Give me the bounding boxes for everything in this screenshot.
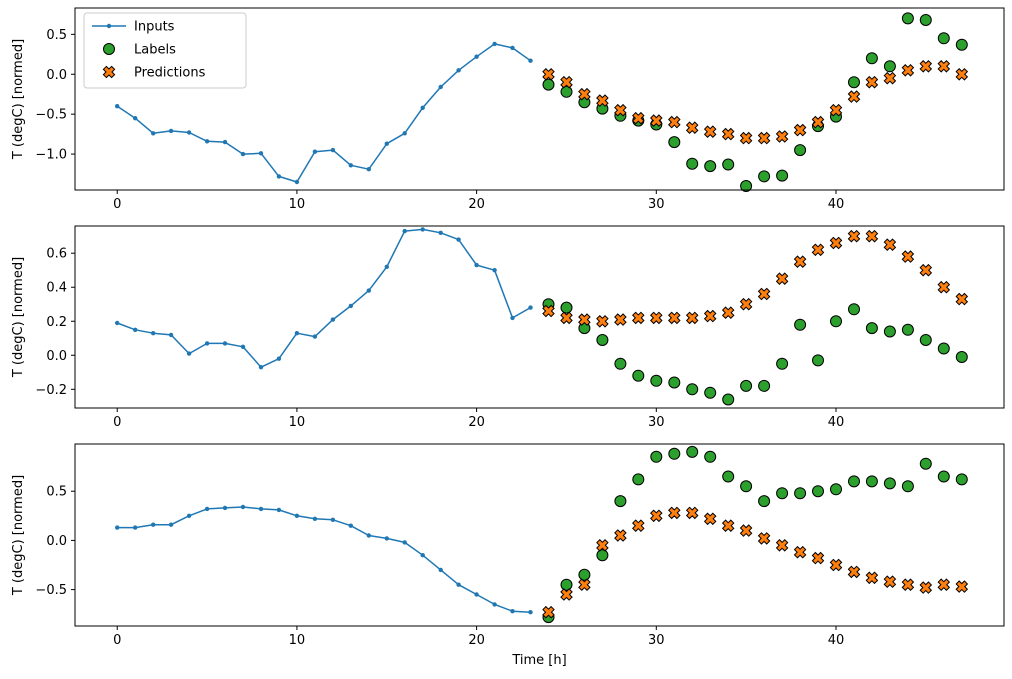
svg-text:30: 30 [648, 197, 665, 212]
svg-text:30: 30 [648, 633, 665, 648]
svg-text:−0.5: −0.5 [35, 108, 67, 123]
predictions-markers [542, 506, 969, 619]
svg-text:−0.2: −0.2 [35, 383, 67, 398]
svg-text:0.2: 0.2 [46, 315, 67, 330]
axes-background [75, 444, 1004, 626]
x-axis: 0 10 20 30 40 [113, 408, 844, 430]
y-axis-label: T (degC) [normed] [11, 257, 26, 378]
y-axis-label: T (degC) [normed] [11, 475, 26, 596]
subplot-3: 0 10 20 30 40 0.5 0.0 −0.5 T (degC) [normed] Time… [11, 443, 1005, 668]
inputs-line [115, 504, 533, 615]
svg-text:20: 20 [468, 415, 485, 430]
y-axis: 0.6 0.4 0.2 0.0 −0.2 [35, 247, 75, 398]
inputs-line [115, 227, 533, 370]
legend-item-labels: Labels [103, 43, 176, 58]
legend-item-label: Inputs [134, 20, 175, 35]
svg-text:0.4: 0.4 [46, 281, 67, 296]
y-axis: 0.5 0.0 −0.5 [35, 485, 75, 598]
svg-text:0.5: 0.5 [46, 28, 67, 43]
svg-text:0: 0 [113, 415, 121, 430]
svg-text:−0.5: −0.5 [35, 583, 67, 598]
predictions-markers [542, 60, 969, 145]
legend-item-predictions: Predictions [102, 65, 206, 81]
x-axis-label: Time [h] [511, 653, 566, 668]
svg-text:40: 40 [828, 197, 845, 212]
svg-text:40: 40 [828, 415, 845, 430]
y-axis: 0.5 0.0 −0.5 −1.0 [35, 28, 75, 163]
svg-text:0.6: 0.6 [46, 247, 67, 262]
x-axis: 0 10 20 30 40 [113, 190, 844, 212]
axes-spines [74, 443, 1005, 627]
y-axis-label: T (degC) [normed] [11, 39, 26, 160]
inputs-line [115, 41, 533, 185]
x-marker-icon [102, 65, 116, 79]
x-axis: 0 10 20 30 40 [113, 626, 844, 648]
labels-markers [542, 445, 968, 624]
legend-box [83, 12, 247, 89]
axes-spines [74, 225, 1005, 409]
svg-text:20: 20 [468, 197, 485, 212]
legend-item-label: Predictions [134, 66, 206, 81]
axes-spines [74, 7, 1005, 191]
predictions-markers [542, 229, 969, 328]
svg-text:10: 10 [289, 415, 306, 430]
svg-text:0.0: 0.0 [46, 349, 67, 364]
legend-item-label: Labels [134, 43, 176, 58]
legend-item-inputs: Inputs [92, 20, 175, 35]
svg-text:−1.0: −1.0 [35, 148, 67, 163]
svg-text:0.0: 0.0 [46, 534, 67, 549]
svg-text:30: 30 [648, 415, 665, 430]
svg-text:0: 0 [113, 197, 121, 212]
circle-marker-icon [103, 43, 115, 55]
svg-text:0: 0 [113, 633, 121, 648]
subplot-2: 0 10 20 30 40 0.6 0.4 0.2 0.0 −0.2 T (degC) [norme… [11, 225, 1005, 430]
svg-text:0.0: 0.0 [46, 68, 67, 83]
legend: Inputs Labels Predictions [83, 12, 247, 89]
svg-text:20: 20 [468, 633, 485, 648]
svg-text:0.5: 0.5 [46, 485, 67, 500]
svg-text:10: 10 [289, 633, 306, 648]
axes-background [75, 226, 1004, 408]
svg-text:40: 40 [828, 633, 845, 648]
svg-text:10: 10 [289, 197, 306, 212]
